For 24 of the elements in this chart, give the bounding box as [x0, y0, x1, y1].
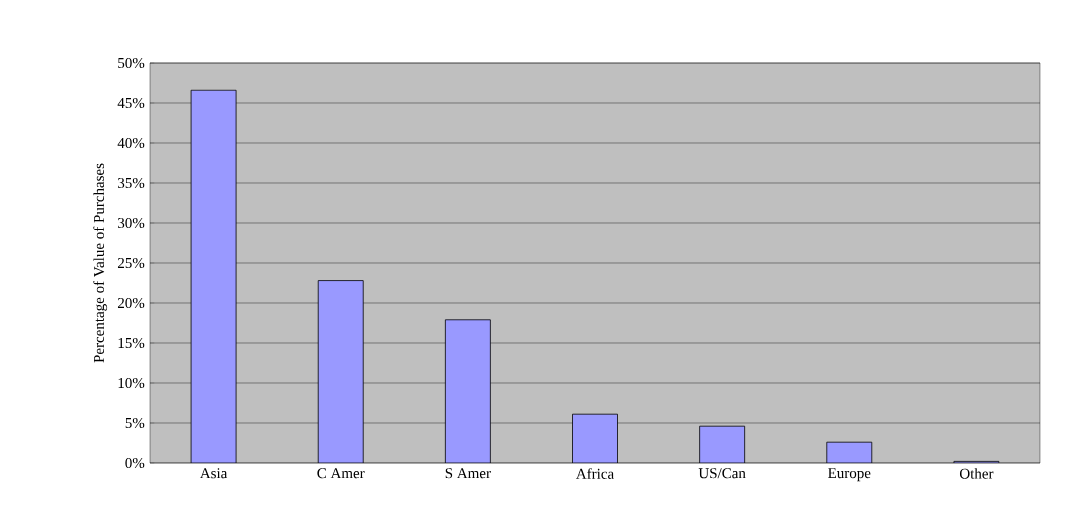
x-tick-label: Europe [828, 468, 871, 482]
y-axis-title: Percentage of Value of Purchases [93, 163, 108, 363]
bar [572, 413, 618, 463]
y-tick-label: 40% [117, 137, 145, 149]
y-tick-label: 35% [118, 177, 145, 189]
y-tick-label: 25% [117, 257, 145, 269]
y-tick-label: 0% [125, 457, 145, 469]
y-tick-label: 20% [117, 297, 145, 309]
y-tick-label: 10% [118, 377, 145, 389]
y-tick-label: 15% [118, 337, 145, 349]
bar [317, 280, 364, 463]
bar [444, 319, 491, 463]
y-tick-label: 30% [118, 217, 145, 229]
x-tick-label: US/Can [698, 468, 746, 479]
x-tick-label: S Amer [445, 468, 491, 479]
x-tick-label: Africa [575, 468, 614, 479]
bar [190, 89, 237, 463]
bar [699, 425, 746, 463]
y-tick-label: 50% [118, 57, 145, 69]
x-tick-label: Asia [199, 468, 228, 479]
y-tick-label: 45% [117, 97, 145, 109]
x-tick-label: Other [959, 468, 994, 479]
y-tick-label: 5% [125, 417, 145, 429]
x-tick-label: C Amer [317, 468, 365, 479]
